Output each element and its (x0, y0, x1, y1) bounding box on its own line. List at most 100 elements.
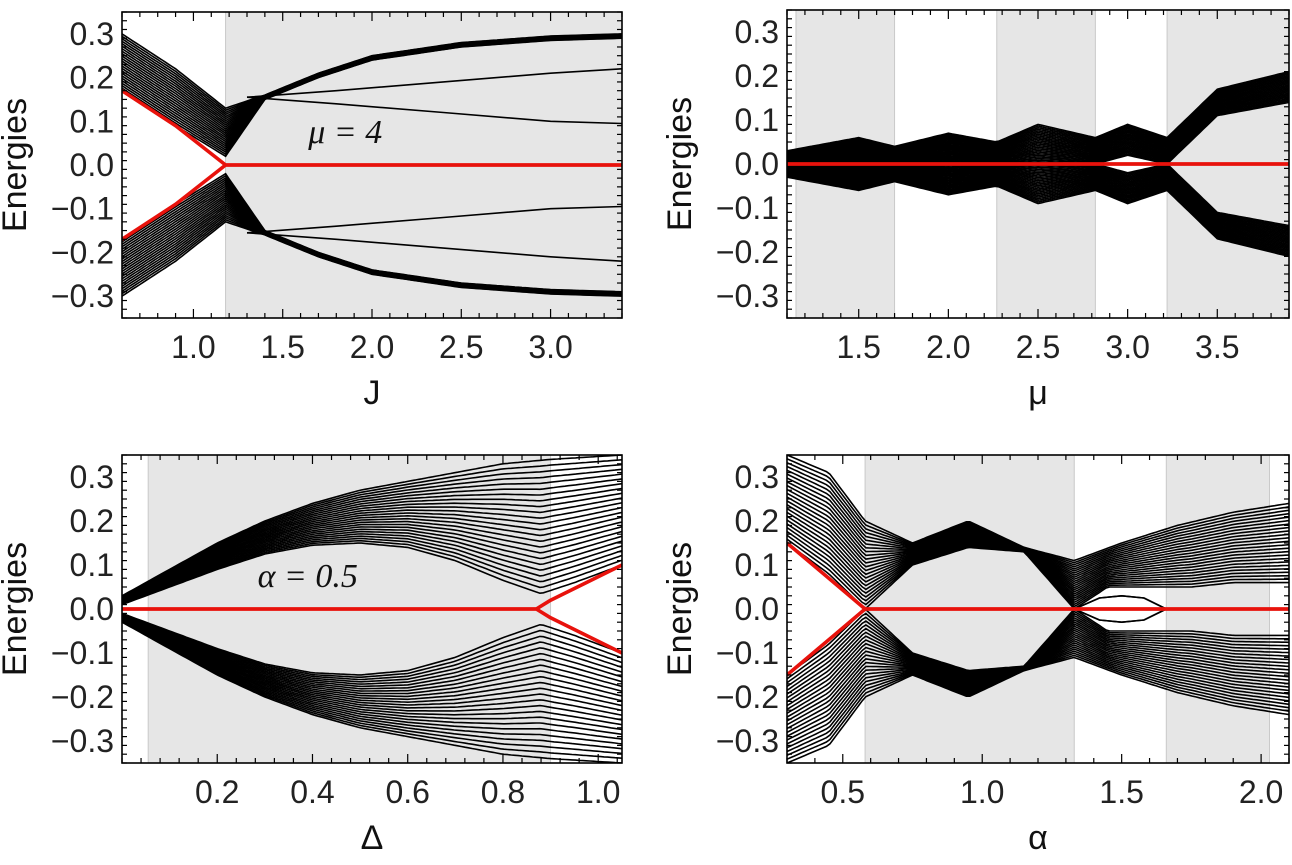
bulk-band-line-upper-23 (122, 455, 622, 597)
bulk-band-line-lower-16 (787, 173, 1289, 248)
y-tick-label: 0.0 (735, 146, 779, 182)
y-tick-label: 0.1 (735, 547, 779, 583)
y-tick-label: 0.0 (735, 591, 779, 627)
chart-panel-bottom-right: 0.5 1.0 1.5 2.0 0.3 0.2 0.1 0.0 −0.1 −0.2 −0.3 α Ene… (661, 454, 1290, 857)
bulk-band-line-upper-17 (787, 78, 1289, 155)
bulk-band-line-lower-1 (787, 163, 1289, 228)
bulk-band-line-lower-23 (787, 176, 1289, 258)
bulk-band-line-upper-16 (787, 80, 1289, 155)
bulk-band-line-upper-14 (787, 82, 1289, 156)
bulk-band-line-lower-22 (787, 175, 1289, 256)
bulk-band-line-upper-6 (122, 528, 622, 604)
x-axis-title: μ (1028, 374, 1048, 412)
bulk-band-line-lower-23 (122, 220, 622, 297)
extra-curve-1-upper (246, 68, 622, 98)
x-tick-label: 2.0 (1239, 774, 1283, 810)
bulk-band-line-upper-12 (122, 506, 622, 601)
y-tick-label: 0.1 (70, 547, 114, 583)
extra-curve-1-lower (1073, 594, 1167, 610)
bulk-band-line-lower-9 (122, 616, 622, 698)
bulk-band-line-upper-23 (787, 455, 1289, 562)
bulk-band-line-upper-4 (787, 96, 1289, 162)
bulk-band-line-lower-6 (787, 167, 1289, 235)
chart-panel-top-right: 1.5 2.0 2.5 3.0 3.5 0.3 0.2 0.1 0.0 −0.1 −0.2 −0.3 μ… (661, 9, 1290, 412)
bulk-band-line-upper-18 (122, 478, 622, 599)
y-tick-label: −0.1 (716, 190, 779, 226)
bulk-band-line-lower-1 (122, 613, 622, 678)
bulk-band-line-upper-7 (787, 92, 1289, 160)
bulk-band-line-upper-21 (787, 73, 1289, 153)
y-tick-label: 0.0 (70, 591, 114, 627)
y-axis-title: Energies (0, 98, 34, 232)
bulk-band-line-lower-15 (787, 172, 1289, 247)
x-tick-label: 0.6 (385, 774, 429, 810)
bulk-band-line-upper-22 (787, 72, 1289, 153)
y-tick-label: −0.1 (51, 191, 114, 227)
plot-area (787, 70, 1289, 258)
bulk-band-line-lower-8 (787, 169, 1289, 238)
bulk-band-line-lower-11 (122, 616, 622, 707)
y-tick-label: 0.2 (735, 503, 779, 539)
y-tick-label: 0.2 (70, 60, 114, 96)
y-tick-label: −0.2 (51, 234, 114, 270)
y-axis-title: Energies (661, 542, 699, 676)
bulk-band-line-lower-21 (122, 620, 622, 755)
plot-area (122, 455, 622, 763)
bulk-band-line-upper-19 (787, 76, 1289, 154)
x-tick-label: 2.5 (439, 329, 483, 365)
bulk-band-line-lower-20 (787, 175, 1289, 254)
y-tick-label: 0.3 (70, 16, 114, 52)
bulk-band-line-lower-5 (787, 166, 1289, 234)
y-tick-label: −0.2 (716, 679, 779, 715)
bulk-band-line-upper-12 (787, 85, 1289, 157)
bulk-band-line-lower-18 (122, 619, 622, 740)
bulk-band-line-lower-7 (122, 615, 622, 692)
y-tick-label: 0.3 (735, 14, 779, 50)
bulk-band-line-lower-5 (122, 614, 622, 688)
bulk-band-line-lower-20 (122, 620, 622, 750)
bulk-band-line-lower-17 (787, 173, 1289, 250)
y-tick-label: −0.3 (716, 278, 779, 314)
bulk-band-line-upper-1 (787, 100, 1289, 165)
x-tick-label: 3.0 (528, 329, 572, 365)
bulk-band-line-upper-10 (787, 88, 1289, 158)
bulk-band-line-lower-23 (787, 656, 1289, 763)
bulk-band-line-lower-19 (122, 619, 622, 745)
x-tick-label: 1.0 (960, 774, 1004, 810)
y-tick-label: −0.1 (51, 635, 114, 671)
y-tick-label: 0.1 (70, 103, 114, 139)
y-tick-label: −0.1 (716, 635, 779, 671)
bulk-band-line-upper-5 (122, 530, 622, 604)
bulk-band-line-lower-0 (122, 612, 622, 676)
y-tick-label: −0.3 (51, 278, 114, 314)
x-tick-label: 3.5 (1195, 329, 1239, 365)
bulk-band-line-lower-4 (122, 614, 622, 685)
x-axis-title: Δ (361, 819, 384, 857)
y-tick-label: 0.2 (70, 503, 114, 539)
zero-mode-curve-lower (787, 607, 1289, 677)
plot-area (122, 33, 622, 297)
bulk-band-line-upper-19 (122, 473, 622, 599)
y-tick-label: −0.2 (51, 679, 114, 715)
bulk-band-line-upper-10 (122, 516, 622, 602)
bulk-band-line-upper-13 (122, 502, 622, 601)
x-tick-label: 2.5 (1016, 329, 1060, 365)
bulk-band-line-upper-15 (787, 81, 1289, 156)
y-tick-label: 0.2 (735, 58, 779, 94)
bulk-band-line-lower-19 (787, 174, 1289, 252)
bulk-band-line-lower-7 (787, 168, 1289, 236)
bulk-band-line-lower-14 (122, 618, 622, 721)
x-tick-label: 3.0 (1105, 329, 1149, 365)
x-axis-title: α (1028, 819, 1048, 857)
bulk-band-line-upper-20 (787, 74, 1289, 153)
bulk-band-line-lower-2 (787, 164, 1289, 230)
y-tick-label: 0.3 (735, 459, 779, 495)
bulk-band-line-upper-18 (787, 77, 1289, 154)
bulk-band-line-lower-10 (122, 616, 622, 702)
bulk-band-line-upper-8 (122, 523, 622, 603)
bulk-band-line-upper-17 (122, 482, 622, 599)
bulk-band-line-lower-21 (787, 175, 1289, 255)
bulk-band-line-lower-22 (122, 621, 622, 759)
bulk-band-line-upper-23 (122, 33, 622, 110)
